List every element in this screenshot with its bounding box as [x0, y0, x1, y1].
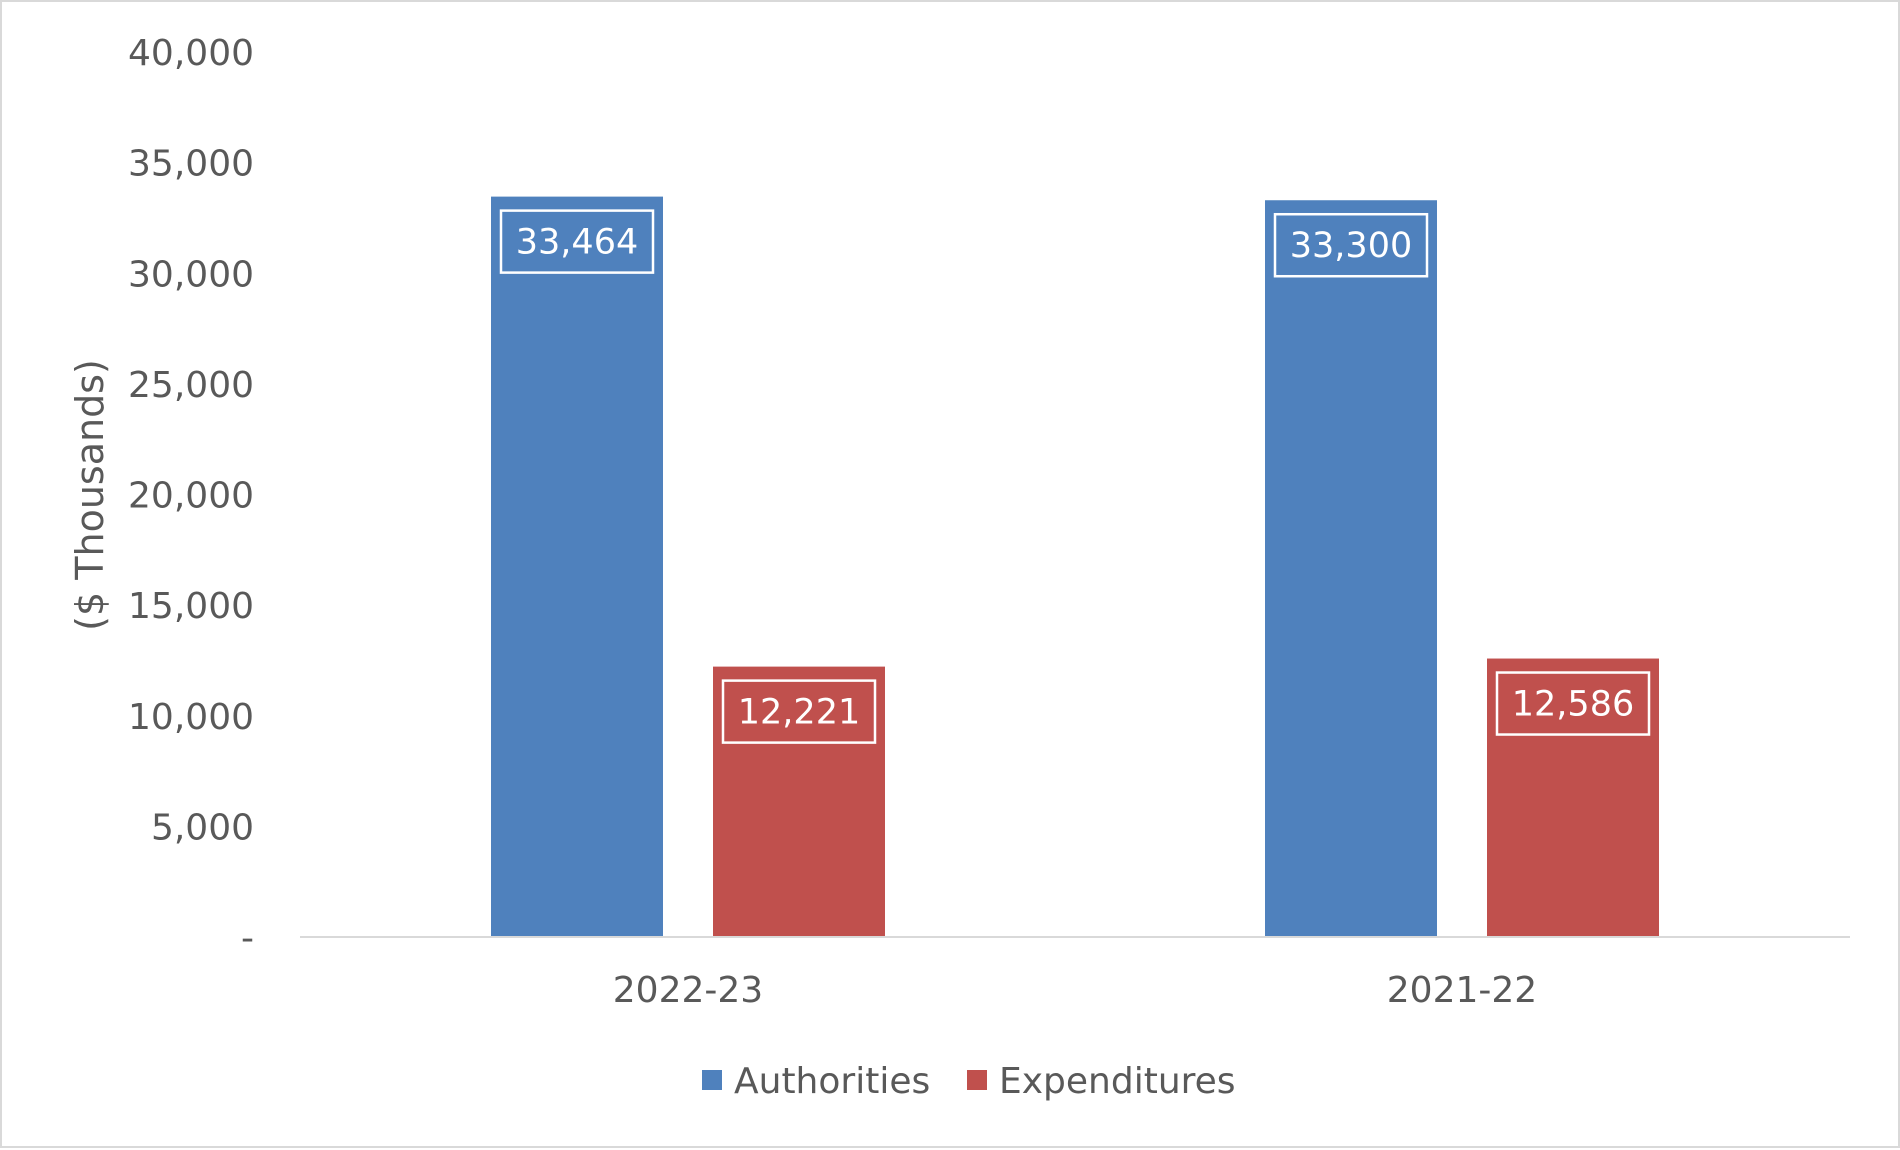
data-label: 12,221	[738, 693, 860, 733]
y-tick-label: 40,000	[128, 33, 254, 74]
y-tick-label: 30,000	[128, 254, 254, 295]
bar-group: 33,464	[491, 196, 663, 937]
bar-expenditures	[713, 666, 885, 937]
y-tick-label: 35,000	[128, 144, 254, 185]
data-label: 33,300	[1290, 226, 1412, 266]
bar-group: 12,221	[713, 666, 885, 937]
bar-expenditures	[1487, 658, 1659, 937]
legend-item: Expenditures	[967, 1061, 1236, 1102]
x-axis-categories: 2022-23 2021-22	[613, 970, 1537, 1011]
data-label: 12,586	[1512, 685, 1634, 725]
data-label-box	[721, 679, 877, 744]
bar-group: 33,300	[1265, 200, 1437, 938]
y-tick-label: 5,000	[151, 807, 254, 848]
data-label-box	[1273, 212, 1429, 278]
x-tick-label: 2022-23	[613, 970, 763, 1011]
legend-label: Authorities	[734, 1061, 930, 1102]
x-tick-label: 2021-22	[1387, 970, 1537, 1011]
data-label-box	[1495, 671, 1651, 736]
legend-item: Authorities	[702, 1061, 930, 1102]
data-label: 33,464	[516, 223, 638, 263]
bars: 33,464 12,221 33,300 12,586	[491, 196, 1659, 938]
y-tick-label: 20,000	[128, 476, 254, 517]
y-tick-label: 15,000	[128, 586, 254, 627]
y-axis-title: ($ Thousands)	[68, 359, 112, 631]
data-label-box	[499, 209, 655, 274]
bar-authorities	[491, 196, 663, 937]
legend-swatch	[702, 1070, 722, 1090]
legend: Authorities Expenditures	[702, 1061, 1236, 1102]
y-axis-ticks: - 5,000 10,000 15,000 20,000 25,000 30,000 35,0…	[128, 33, 254, 959]
y-tick-label: -	[241, 918, 254, 959]
y-tick-label: 10,000	[128, 697, 254, 738]
y-tick-label: 25,000	[128, 365, 254, 406]
bar-authorities	[1265, 200, 1437, 938]
legend-swatch	[967, 1070, 987, 1090]
legend-label: Expenditures	[999, 1061, 1236, 1102]
bar-group: 12,586	[1487, 658, 1659, 937]
